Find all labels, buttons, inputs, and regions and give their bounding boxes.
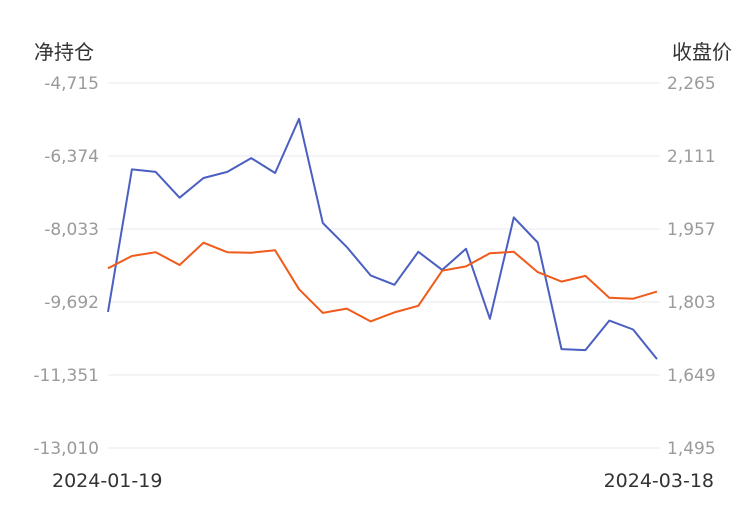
right-axis-title: 收盘价 [672, 40, 732, 64]
x-end-label: 2024-03-18 [603, 470, 714, 492]
left-tick-label: -4,715 [44, 74, 99, 94]
right-tick-label: 1,495 [667, 439, 716, 459]
left-axis-ticks: -4,715 -6,374 -8,033 -9,692 -11,351 -13,010 [33, 74, 99, 459]
right-axis-ticks: 2,265 2,111 1,957 1,803 1,649 1,495 [667, 74, 716, 459]
right-tick-label: 1,957 [667, 220, 716, 240]
left-tick-label: -8,033 [44, 220, 99, 240]
x-start-label: 2024-01-19 [52, 470, 163, 492]
right-axis-series-line [107, 241, 658, 323]
right-tick-label: 2,111 [667, 147, 716, 167]
right-tick-label: 1,803 [667, 293, 716, 313]
left-axis-series-line [107, 117, 658, 360]
right-tick-label: 1,649 [667, 366, 716, 386]
left-tick-label: -13,010 [33, 439, 99, 459]
series-lines [107, 117, 658, 360]
left-axis-title: 净持仓 [34, 40, 94, 64]
left-tick-label: -6,374 [44, 147, 99, 167]
left-tick-label: -9,692 [44, 293, 99, 313]
left-tick-label: -11,351 [33, 366, 99, 386]
gridlines [108, 82, 660, 449]
right-tick-label: 2,265 [667, 74, 716, 94]
